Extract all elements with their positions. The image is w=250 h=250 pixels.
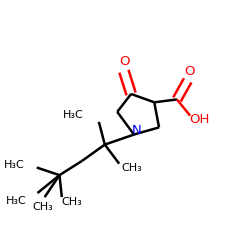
Text: H₃C: H₃C (4, 160, 24, 170)
Text: O: O (184, 66, 195, 78)
Text: N: N (132, 124, 141, 138)
Text: OH: OH (190, 113, 210, 126)
Text: O: O (119, 55, 130, 68)
Text: H₃C: H₃C (6, 196, 27, 206)
Text: CH₃: CH₃ (32, 202, 53, 212)
Text: CH₃: CH₃ (61, 198, 82, 207)
Text: H₃C: H₃C (63, 110, 84, 120)
Text: CH₃: CH₃ (121, 163, 142, 173)
